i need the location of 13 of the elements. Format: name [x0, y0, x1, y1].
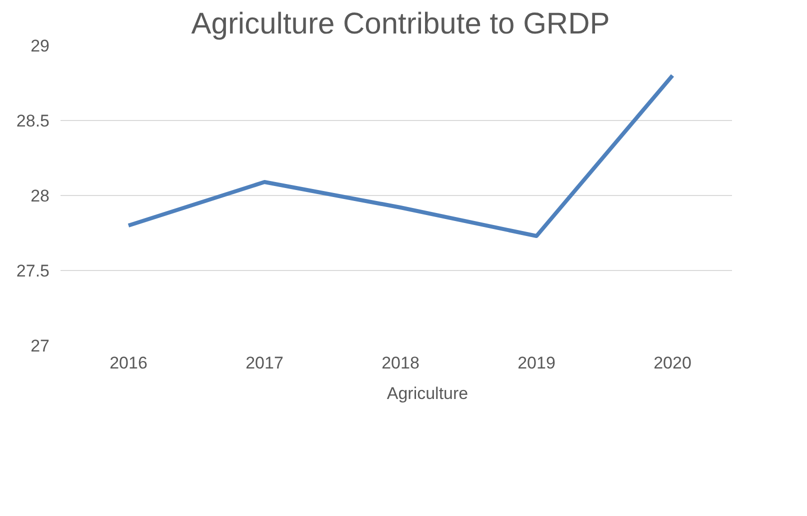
x-tick-label: 2020 — [654, 354, 692, 372]
x-tick-label: 2018 — [382, 354, 420, 372]
y-tick-label: 27.5 — [16, 262, 50, 280]
text: Agriculture — [386, 384, 468, 404]
line-series — [126, 74, 674, 238]
y-tick-label: 28.5 — [16, 112, 50, 130]
y-tick-label: 28 — [30, 186, 50, 206]
x-tick-label: 2019 — [518, 354, 556, 372]
y-tick-label: 29 — [30, 36, 50, 56]
chart-title: Agriculture Contribute to GRDP — [191, 8, 610, 40]
x-tick-label: 2016 — [110, 354, 148, 372]
x-tick-label: 2017 — [246, 354, 284, 372]
y-tick-label: 27 — [30, 336, 50, 356]
